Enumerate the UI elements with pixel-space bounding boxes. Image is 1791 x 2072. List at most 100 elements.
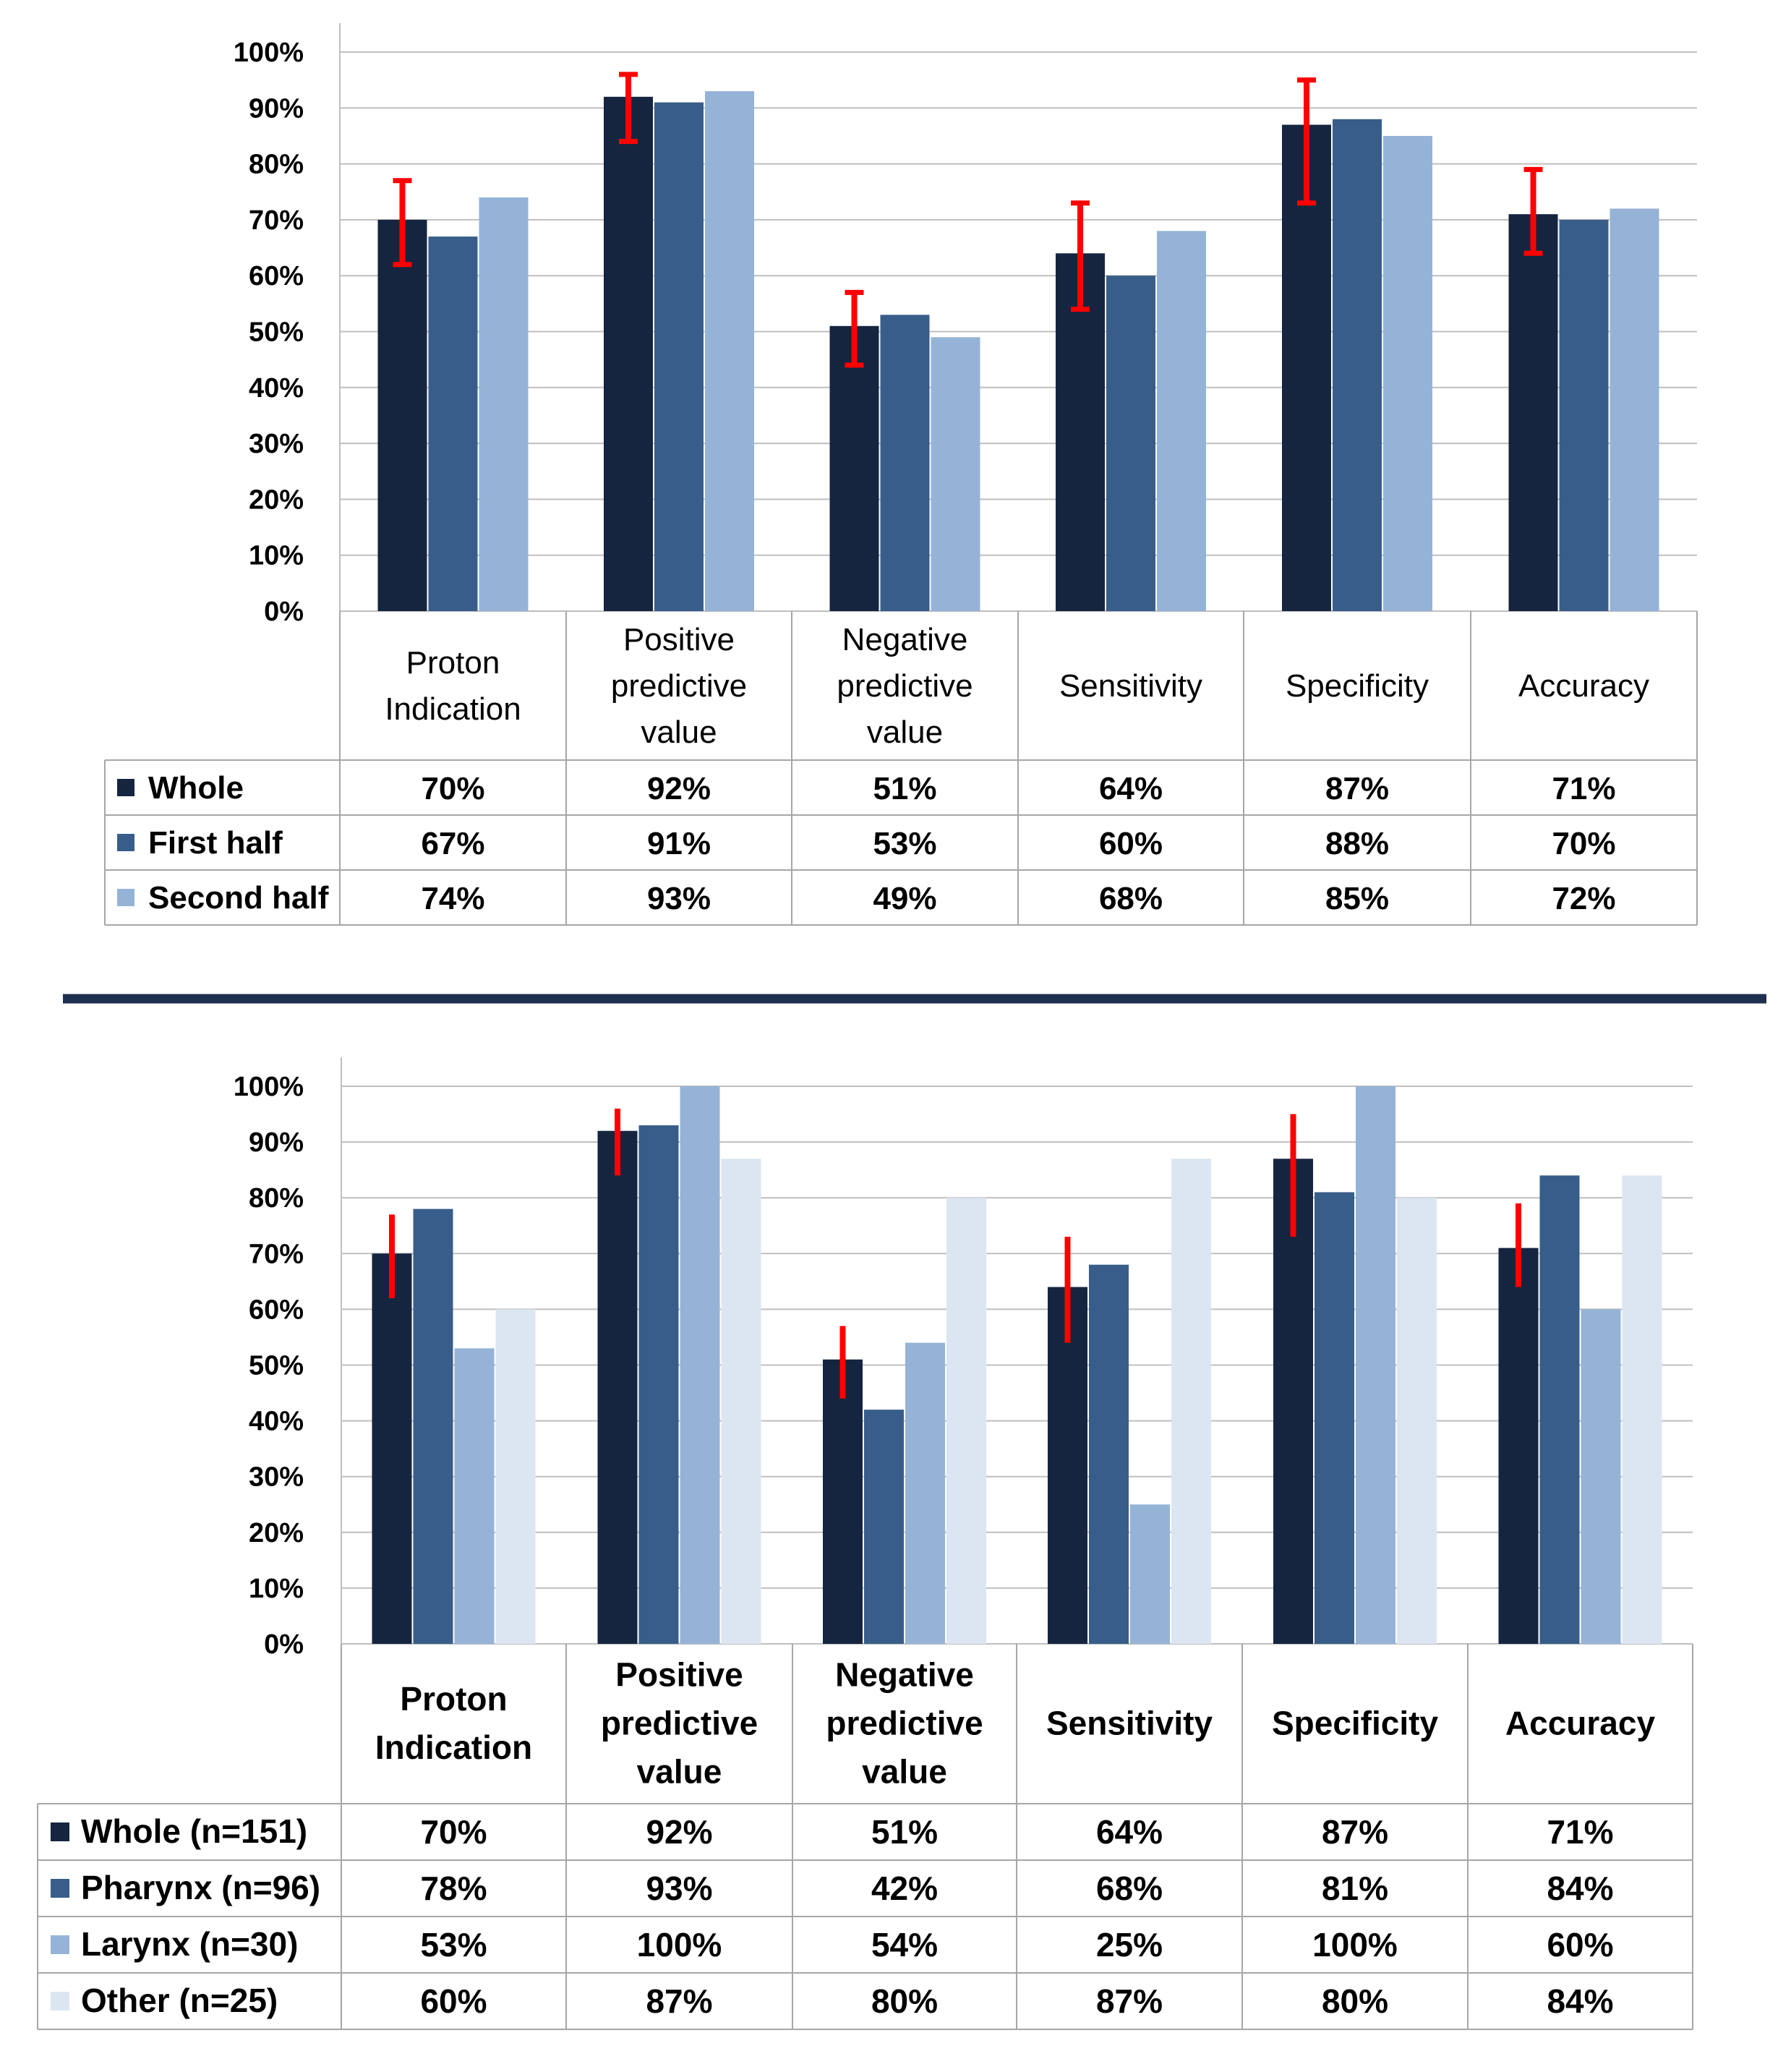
bar	[1610, 208, 1659, 611]
data-label: 93%	[646, 1870, 712, 1907]
x-category-label: predictive	[601, 1705, 758, 1742]
x-category-label: value	[862, 1753, 947, 1791]
x-category-label: Proton	[400, 1680, 507, 1718]
y-tick-label: 90%	[249, 93, 304, 124]
legend-swatch	[117, 834, 134, 851]
y-tick-label: 70%	[249, 1239, 304, 1269]
y-tick-label: 0%	[264, 597, 304, 627]
legend-label: Whole (n=151)	[81, 1812, 307, 1850]
bar	[1089, 1264, 1129, 1644]
y-tick-label: 20%	[249, 485, 304, 515]
y-tick-label: 80%	[249, 150, 304, 180]
x-category-label: Indication	[385, 691, 521, 727]
legend-label: Pharynx (n=96)	[81, 1869, 320, 1906]
data-label: 81%	[1322, 1870, 1388, 1907]
bar	[372, 1253, 412, 1644]
legend-swatch	[51, 1822, 69, 1841]
data-label: 70%	[421, 771, 484, 806]
data-label: 49%	[873, 881, 936, 916]
data-label: 87%	[646, 1982, 712, 2020]
bar	[1157, 231, 1206, 611]
y-tick-label: 40%	[249, 1407, 304, 1437]
legend-label: Other (n=25)	[81, 1982, 278, 2019]
x-category-label: Positive	[623, 622, 735, 657]
bar	[1581, 1309, 1621, 1644]
bar	[1106, 276, 1155, 611]
data-label: 80%	[1322, 1982, 1388, 2020]
x-category-label: predictive	[826, 1705, 983, 1742]
bar	[905, 1342, 945, 1644]
bar	[1130, 1504, 1170, 1644]
y-tick-label: 20%	[249, 1518, 304, 1548]
bar	[829, 325, 879, 611]
data-label: 87%	[1322, 1813, 1388, 1851]
y-tick-label: 80%	[249, 1183, 304, 1214]
data-label: 100%	[1312, 1926, 1398, 1964]
legend-swatch	[51, 1935, 69, 1954]
x-category-label: Specificity	[1272, 1705, 1439, 1742]
data-label: 54%	[871, 1926, 938, 1964]
y-tick-label: 60%	[249, 1295, 304, 1325]
x-category-label: Specificity	[1286, 668, 1429, 704]
x-category-label: value	[867, 715, 943, 750]
y-tick-label: 50%	[249, 317, 304, 348]
x-category-label: Sensitivity	[1059, 668, 1202, 704]
data-label: 60%	[1099, 826, 1163, 861]
data-label: 88%	[1325, 826, 1389, 861]
y-tick-label: 0%	[264, 1629, 304, 1660]
data-label: 64%	[1096, 1813, 1163, 1851]
data-label: 70%	[420, 1813, 487, 1851]
data-label: 93%	[647, 881, 711, 916]
data-label: 100%	[637, 1926, 722, 1964]
bar	[705, 91, 754, 612]
x-category-label: Negative	[842, 622, 968, 657]
y-tick-label: 30%	[249, 1462, 304, 1493]
bar	[428, 236, 478, 612]
data-label: 84%	[1547, 1982, 1613, 2020]
data-label: 60%	[1547, 1926, 1613, 1964]
x-category-label: value	[637, 1753, 722, 1791]
bar	[597, 1130, 638, 1644]
x-category-label: predictive	[611, 668, 747, 704]
data-label: 71%	[1547, 1813, 1613, 1851]
y-tick-label: 40%	[249, 373, 304, 404]
y-tick-label: 10%	[249, 1574, 304, 1604]
data-label: 67%	[421, 826, 484, 861]
data-label: 53%	[873, 826, 936, 861]
data-label: 80%	[871, 1982, 938, 2020]
x-category-label: Indication	[375, 1728, 532, 1766]
data-label: 51%	[871, 1813, 938, 1851]
data-label: 74%	[421, 881, 484, 916]
legend-swatch	[117, 889, 134, 906]
bar	[946, 1198, 986, 1644]
bar	[1056, 253, 1105, 611]
bar	[479, 197, 529, 612]
y-tick-label: 100%	[234, 38, 304, 68]
x-category-label: Proton	[406, 645, 500, 681]
data-label: 42%	[871, 1870, 938, 1907]
data-label: 71%	[1552, 771, 1615, 806]
data-label: 60%	[420, 1982, 487, 2020]
bar	[454, 1348, 495, 1644]
data-label: 91%	[647, 826, 711, 861]
legend-swatch	[117, 779, 134, 796]
data-label: 78%	[420, 1870, 487, 1907]
chart-panel-bottom: 0% 10% 20% 30% 40% 50% 60% 70% 80% 90% 100% Proton I…	[37, 1057, 1693, 2030]
bar	[1397, 1198, 1437, 1644]
y-tick-label: 10%	[249, 541, 304, 571]
x-category-label: predictive	[837, 668, 973, 704]
bar	[823, 1359, 863, 1644]
bar	[1498, 1248, 1539, 1644]
x-category-label: Accuracy	[1505, 1705, 1656, 1742]
legend-label: Second half	[148, 880, 329, 916]
data-label: 87%	[1325, 771, 1389, 806]
bar	[880, 315, 930, 611]
x-category-label: Accuracy	[1518, 668, 1649, 704]
bar	[680, 1086, 720, 1644]
bar	[1315, 1192, 1354, 1644]
legend-label: Larynx (n=30)	[81, 1925, 298, 1963]
bar	[1508, 214, 1558, 611]
data-label: 92%	[646, 1813, 712, 1851]
legend-swatch	[51, 1879, 69, 1898]
data-label: 53%	[420, 1926, 487, 1964]
